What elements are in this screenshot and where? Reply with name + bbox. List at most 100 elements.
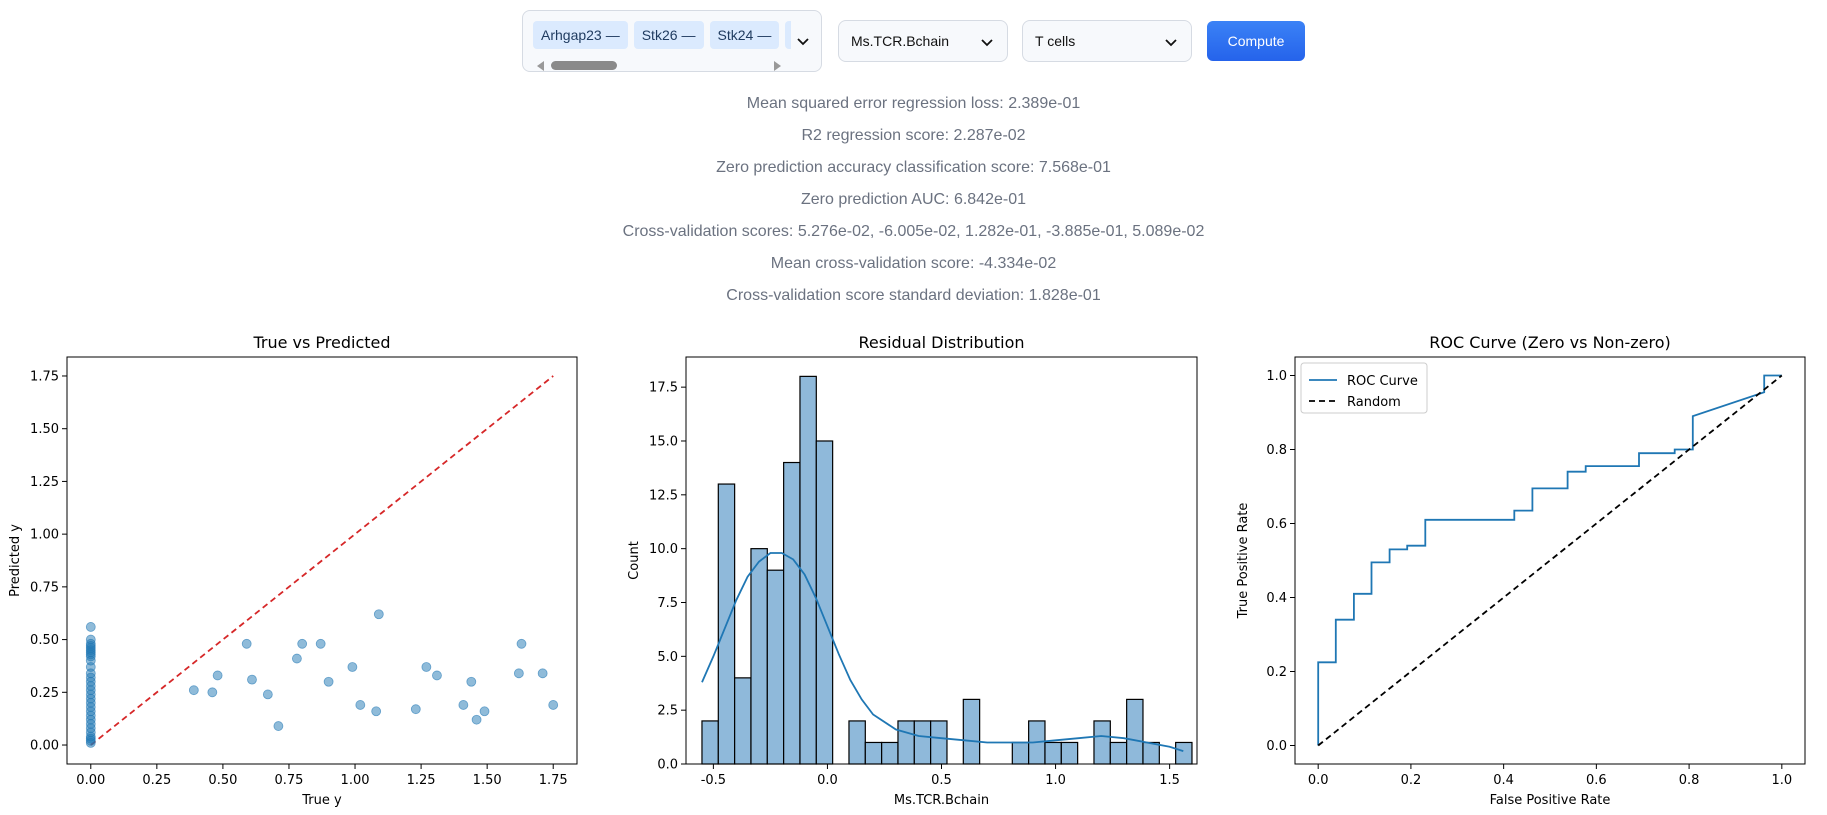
scatter-point: [85, 655, 96, 666]
scatter-point: [85, 668, 96, 679]
scroll-right-icon[interactable]: [774, 61, 781, 71]
axes-frame: [685, 356, 1198, 765]
scatter-point: [85, 733, 96, 744]
gene-chip[interactable]: Stk26—: [633, 21, 704, 49]
histogram-bar: [1142, 741, 1160, 765]
histogram-bar: [1126, 698, 1144, 765]
histogram-bar: [1093, 720, 1111, 765]
scrollbar-thumb[interactable]: [551, 61, 617, 70]
scatter-point: [85, 723, 96, 734]
gene-chip-list: Arhgap23—Stk26—Stk24—X: [533, 21, 791, 49]
y-tick-label: 1.0: [1266, 369, 1287, 384]
scatter-point: [458, 700, 469, 710]
y-tick-label: 12.5: [649, 488, 678, 503]
histogram-bar: [930, 720, 948, 765]
x-axis-label: True y: [301, 793, 342, 808]
scatter-point: [85, 676, 96, 687]
chevron-down-icon: [1165, 39, 1177, 47]
scatter-point: [85, 702, 96, 712]
metric-cv-scores: Cross-validation scores: 5.276e-02, -6.0…: [622, 223, 1205, 240]
x-tick-label: 0.00: [76, 773, 105, 788]
chart-1: 0.00 0.25 0.50 0.75 1.00 1.25 1.50 1.75 0.00 0.25…: [8, 333, 578, 808]
scatter-point: [85, 735, 96, 746]
scatter-point: [371, 706, 382, 717]
scatter-point: [85, 689, 96, 700]
y-tick-label: 17.5: [649, 381, 678, 396]
scatter-point: [355, 700, 366, 710]
legend-label: Random: [1347, 395, 1401, 410]
x-tick-label: 0.0: [1308, 773, 1329, 788]
gene-chip[interactable]: Stk24—: [709, 21, 780, 49]
y-tick-label: 0.8: [1266, 443, 1287, 458]
scatter-point: [297, 638, 308, 649]
gene-multiselect[interactable]: Arhgap23—Stk26—Stk24—X: [522, 10, 822, 72]
compute-button[interactable]: Compute: [1207, 21, 1305, 61]
random-line: [1317, 374, 1783, 747]
scatter-point: [347, 662, 358, 672]
histogram-bar: [864, 741, 883, 765]
y-tick-label: 15.0: [649, 434, 678, 449]
chip-scrollbar[interactable]: [537, 59, 781, 71]
x-tick-label: 1.5: [1159, 773, 1180, 788]
chart-title: Residual Distribution: [859, 333, 1025, 352]
scatter-point: [241, 638, 252, 649]
histogram-bar: [848, 720, 866, 765]
scatter-point: [85, 719, 96, 729]
gene-chip-label: Stk24: [717, 27, 754, 43]
scatter-point: [315, 638, 326, 649]
gene-chip[interactable]: Arhgap23—: [533, 21, 628, 49]
x-tick-label: 1.75: [539, 773, 568, 788]
metric-zero-accuracy: Zero prediction accuracy classification …: [716, 159, 1111, 176]
celltype-select[interactable]: T cells: [1022, 20, 1192, 62]
chart-2: -0.5 0.0 0.5 1.0 1.5 0.0 2.5 5.0 7.5 10.0 12.5 15.0…: [627, 333, 1198, 808]
metric-mse: Mean squared error regression loss: 2.38…: [746, 95, 1081, 112]
y-tick-label: 1.75: [30, 369, 59, 384]
scatter-point: [85, 710, 96, 721]
scatter-point: [85, 706, 96, 717]
scatter-point: [85, 643, 96, 653]
histogram-bar: [766, 569, 785, 765]
metric-zero-auc: Zero prediction AUC: 6.842e-01: [800, 191, 1026, 208]
scatter-point: [548, 700, 559, 710]
y-axis-label: Count: [627, 541, 642, 580]
histogram-bar: [913, 720, 932, 765]
histogram-bar: [962, 698, 981, 765]
x-tick-label: 1.00: [341, 773, 370, 788]
histogram-bar: [734, 677, 752, 765]
y-tick-label: 0.0: [1266, 739, 1287, 754]
y-tick-label: 1.00: [30, 528, 59, 543]
remove-chip-icon[interactable]: —: [605, 27, 620, 43]
scatter-point: [85, 681, 96, 691]
y-tick-label: 0.0: [657, 758, 678, 773]
y-tick-label: 7.5: [657, 596, 678, 611]
scatter-point: [188, 685, 199, 696]
scatter-point: [273, 721, 284, 731]
histogram-bar: [1060, 741, 1079, 765]
chart-title: ROC Curve (Zero vs Non-zero): [1429, 333, 1670, 352]
x-tick-label: 1.0: [1045, 773, 1066, 788]
axes-frame: [1294, 356, 1806, 765]
scroll-left-icon[interactable]: [537, 61, 544, 71]
y-tick-label: 0.00: [30, 739, 59, 754]
chart-title: True vs Predicted: [252, 333, 390, 352]
metric-cv-std: Cross-validation score standard deviatio…: [726, 287, 1101, 304]
remove-chip-icon[interactable]: —: [757, 27, 772, 43]
y-tick-label: 2.5: [657, 704, 678, 719]
y-tick-label: 0.4: [1266, 591, 1287, 606]
chevron-down-icon[interactable]: [795, 33, 811, 49]
histogram-bar: [815, 440, 834, 765]
y-tick-label: 0.2: [1266, 665, 1287, 680]
scatter-point: [85, 738, 96, 748]
scatter-point: [85, 714, 96, 725]
histogram-bar: [783, 461, 801, 765]
feature-select[interactable]: Ms.TCR.Bchain: [838, 20, 1008, 62]
remove-chip-icon[interactable]: —: [681, 27, 696, 43]
kde-curve: [701, 552, 1184, 752]
gene-chip[interactable]: X: [785, 21, 791, 49]
histogram-bar: [701, 720, 719, 765]
scatter-point: [247, 674, 257, 685]
x-tick-label: 0.2: [1401, 773, 1422, 788]
scatter-point: [85, 622, 96, 632]
scatter-point: [323, 676, 334, 687]
y-tick-label: 0.25: [30, 686, 59, 701]
